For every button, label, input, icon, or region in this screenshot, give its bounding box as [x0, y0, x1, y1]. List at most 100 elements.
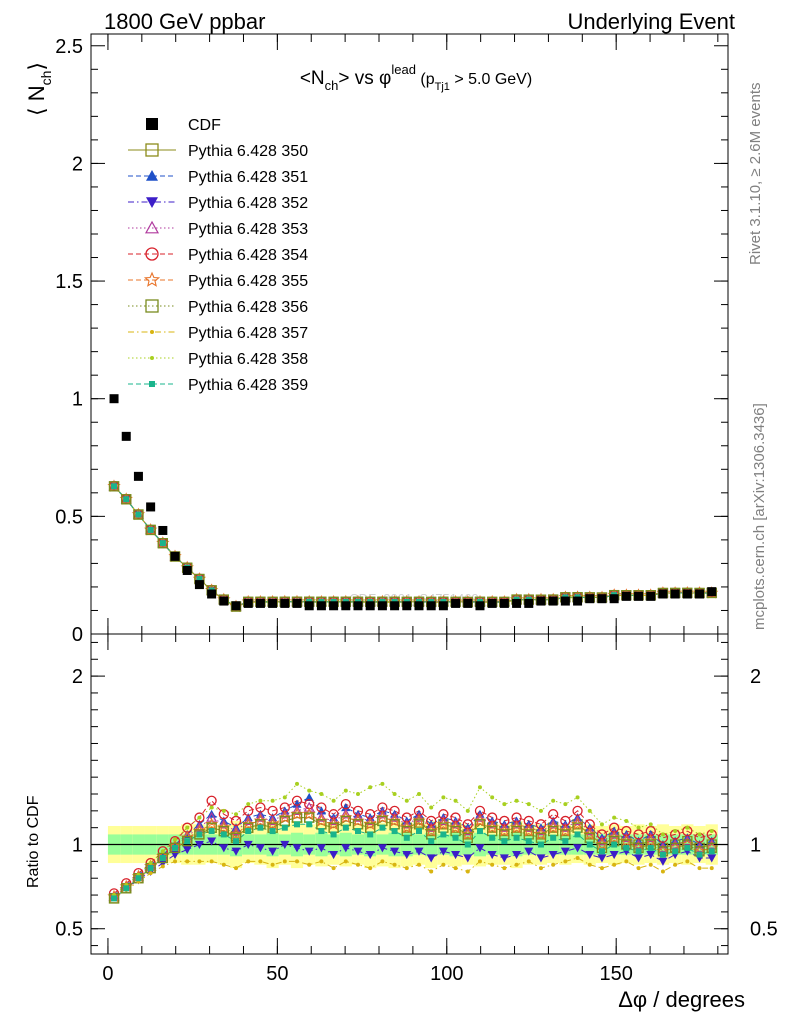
- series-point-ratio: [404, 798, 409, 803]
- cdf-data-point: [634, 591, 644, 601]
- series-point-ratio: [537, 841, 544, 848]
- series-point-ratio: [502, 802, 507, 807]
- series-point-ratio: [182, 845, 192, 855]
- cdf-data-point: [170, 551, 180, 561]
- series-point-ratio: [314, 814, 328, 827]
- series-point-top: [133, 509, 144, 520]
- series-point-ratio: [538, 866, 543, 871]
- series-point-ratio: [368, 866, 373, 871]
- series-point-ratio: [158, 859, 168, 868]
- rivet-label: Rivet 3.1.10, ≥ 2.6M events: [747, 83, 764, 266]
- series-point-ratio: [281, 824, 288, 831]
- series-point-ratio: [270, 798, 275, 803]
- series-point-ratio: [400, 820, 414, 834]
- legend-marker: [150, 356, 154, 360]
- series-point-ratio: [697, 832, 702, 837]
- series-point-ratio: [234, 866, 239, 871]
- series-point-ratio: [477, 785, 482, 790]
- series-point-ratio: [633, 838, 645, 849]
- series-point-ratio: [205, 817, 219, 830]
- cdf-data-point: [280, 598, 290, 608]
- series-point-ratio: [707, 854, 717, 863]
- series-point-ratio: [536, 854, 546, 863]
- series-point-ratio: [437, 815, 449, 826]
- series-point-ratio: [451, 851, 461, 860]
- cdf-data-point: [268, 598, 278, 608]
- series-point-ratio: [426, 854, 436, 863]
- series-point-ratio: [462, 825, 474, 836]
- cdf-data-point: [573, 596, 583, 606]
- series-point-ratio: [392, 792, 397, 796]
- series-point-ratio: [438, 847, 448, 856]
- legend-label: Pythia 6.428 359: [188, 377, 308, 394]
- series-point-ratio: [646, 851, 656, 860]
- series-point-ratio: [173, 837, 178, 842]
- series-point-ratio: [290, 807, 304, 820]
- series-point-ratio: [587, 862, 592, 867]
- series-point-ratio: [391, 828, 398, 835]
- series-point-ratio: [231, 847, 241, 856]
- series-point-ratio: [572, 815, 584, 826]
- series-point-ratio: [316, 844, 326, 853]
- cdf-data-point: [695, 589, 705, 599]
- y-tick-label-top: 1.5: [55, 271, 83, 293]
- series-point-ratio: [243, 840, 253, 850]
- series-point-ratio: [538, 808, 543, 813]
- series-point-ratio: [526, 802, 531, 807]
- series-point-ratio: [303, 801, 315, 812]
- series-point-ratio: [525, 838, 532, 845]
- legend-label: Pythia 6.428 355: [188, 273, 308, 290]
- series-point-ratio: [486, 818, 498, 829]
- series-point-ratio: [476, 828, 483, 835]
- y-axis-label-bottom: Ratio to CDF: [25, 795, 42, 888]
- legend-label: Pythia 6.428 356: [188, 299, 308, 316]
- series-point-ratio: [611, 841, 618, 848]
- series-point-ratio: [304, 847, 314, 856]
- series-point-ratio: [209, 805, 214, 810]
- series-point-ratio: [160, 849, 165, 854]
- cdf-data-point: [243, 598, 253, 608]
- y-tick-label-bottom-right: 0.5: [750, 919, 778, 941]
- series-point-ratio: [219, 844, 229, 853]
- cdf-data-point: [304, 601, 314, 611]
- legend-label: Pythia 6.428 351: [188, 169, 308, 186]
- legend-marker: [150, 330, 154, 334]
- series-point-ratio: [441, 862, 446, 867]
- series-point-ratio: [206, 795, 217, 806]
- series-point-ratio: [246, 859, 251, 864]
- series-point-ratio: [673, 829, 678, 834]
- cdf-data-point: [475, 601, 485, 611]
- series-point-ratio: [173, 859, 178, 864]
- series-point-ratio: [389, 811, 401, 822]
- series-point-ratio: [197, 815, 202, 820]
- series-point-ratio: [609, 851, 619, 860]
- cdf-data-point: [329, 601, 339, 611]
- y-axis-label-top: ⟨ Nch⟩: [24, 62, 54, 116]
- series-point-top: [159, 540, 166, 547]
- series-point-ratio: [209, 859, 214, 864]
- cdf-data-point: [585, 594, 595, 604]
- series-point-ratio: [570, 817, 585, 830]
- series-point-ratio: [257, 824, 264, 831]
- series-point-ratio: [465, 869, 470, 874]
- series-point-ratio: [548, 809, 559, 820]
- series-point-ratio: [282, 859, 287, 864]
- series-point-ratio: [620, 832, 632, 842]
- legend-label: CDF: [188, 117, 221, 134]
- series-point-ratio: [148, 861, 153, 866]
- series-point-ratio: [607, 830, 621, 844]
- series-point-ratio: [623, 844, 630, 851]
- series-point-ratio: [534, 827, 548, 841]
- series-point-ratio: [245, 828, 252, 835]
- series-point-ratio: [586, 841, 593, 848]
- legend-label: Pythia 6.428 357: [188, 325, 308, 342]
- series-point-ratio: [196, 831, 203, 838]
- series-point-ratio: [353, 847, 363, 856]
- series-point-ratio: [355, 862, 360, 867]
- series-point-ratio: [404, 866, 409, 871]
- series-point-ratio: [572, 805, 583, 816]
- cdf-data-point: [426, 601, 436, 611]
- series-point-ratio: [328, 815, 340, 826]
- cdf-data-point: [231, 601, 241, 611]
- series-point-ratio: [535, 825, 547, 836]
